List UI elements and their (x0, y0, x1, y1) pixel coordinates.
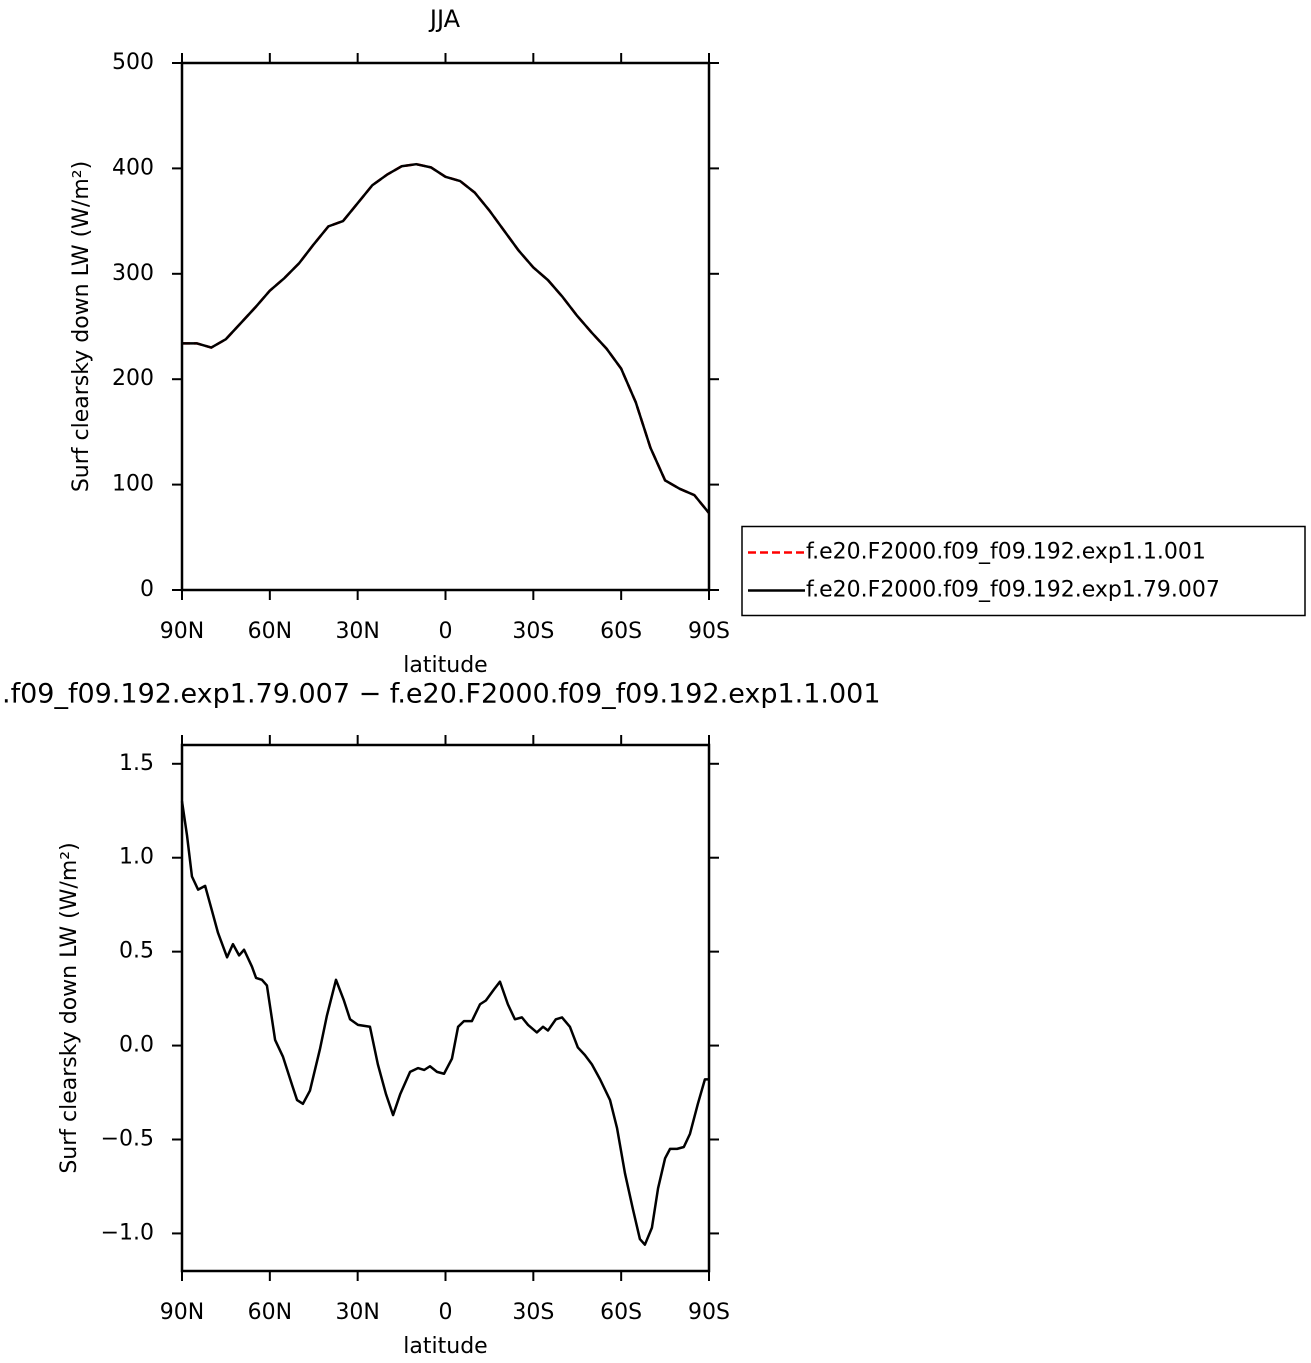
y-tick-label: 100 (112, 472, 154, 497)
y-tick-label: 200 (112, 366, 154, 391)
x-tick-label: 30S (512, 619, 554, 644)
data-line (180, 801, 709, 1246)
x-tick-label: 30S (512, 1300, 554, 1325)
data-line (182, 162, 710, 514)
x-tick-label: 30N (335, 1300, 379, 1325)
y-tick-label: 1.0 (119, 845, 154, 870)
y-tick-label: 400 (112, 155, 154, 180)
x-tick-label: 90S (688, 619, 730, 644)
plot-frame (180, 61, 711, 592)
y-tick-label: 0.5 (119, 939, 154, 964)
x-tick-label: 60S (600, 619, 642, 644)
x-tick-label: 90N (160, 1300, 204, 1325)
y-tick-label: 500 (112, 50, 154, 75)
chart-title: JJA (428, 5, 461, 33)
legend-label: f.e20.F2000.f09_f09.192.exp1.1.001 (806, 540, 1206, 565)
y-axis-label: Surf clearsky down LW (W/m²) (69, 161, 94, 492)
x-tick-label: 60N (248, 1300, 292, 1325)
y-tick-label: 300 (112, 261, 154, 286)
x-tick-label: 90N (160, 619, 204, 644)
legend-label: f.e20.F2000.f09_f09.192.exp1.79.007 (806, 578, 1220, 603)
x-axis-label: latitude (403, 653, 487, 678)
y-tick-label: 0.0 (119, 1033, 154, 1058)
chart-title: .f09_f09.192.exp1.79.007 − f.e20.F2000.f… (2, 679, 881, 710)
x-tick-label: 90S (688, 1300, 730, 1325)
y-tick-label: −0.5 (101, 1127, 154, 1152)
x-tick-label: 30N (335, 619, 379, 644)
x-tick-label: 0 (439, 1300, 453, 1325)
y-tick-label: −1.0 (101, 1220, 154, 1245)
plot-frame (180, 743, 711, 1273)
y-axis-label: Surf clearsky down LW (W/m²) (57, 842, 82, 1173)
x-tick-label: 0 (439, 619, 453, 644)
legend-box (741, 525, 1306, 617)
y-tick-label: 1.5 (119, 751, 154, 776)
data-line (182, 162, 710, 514)
y-tick-label: 0 (140, 577, 154, 602)
x-axis-label: latitude (403, 1334, 487, 1359)
x-tick-label: 60S (600, 1300, 642, 1325)
x-tick-label: 60N (248, 619, 292, 644)
